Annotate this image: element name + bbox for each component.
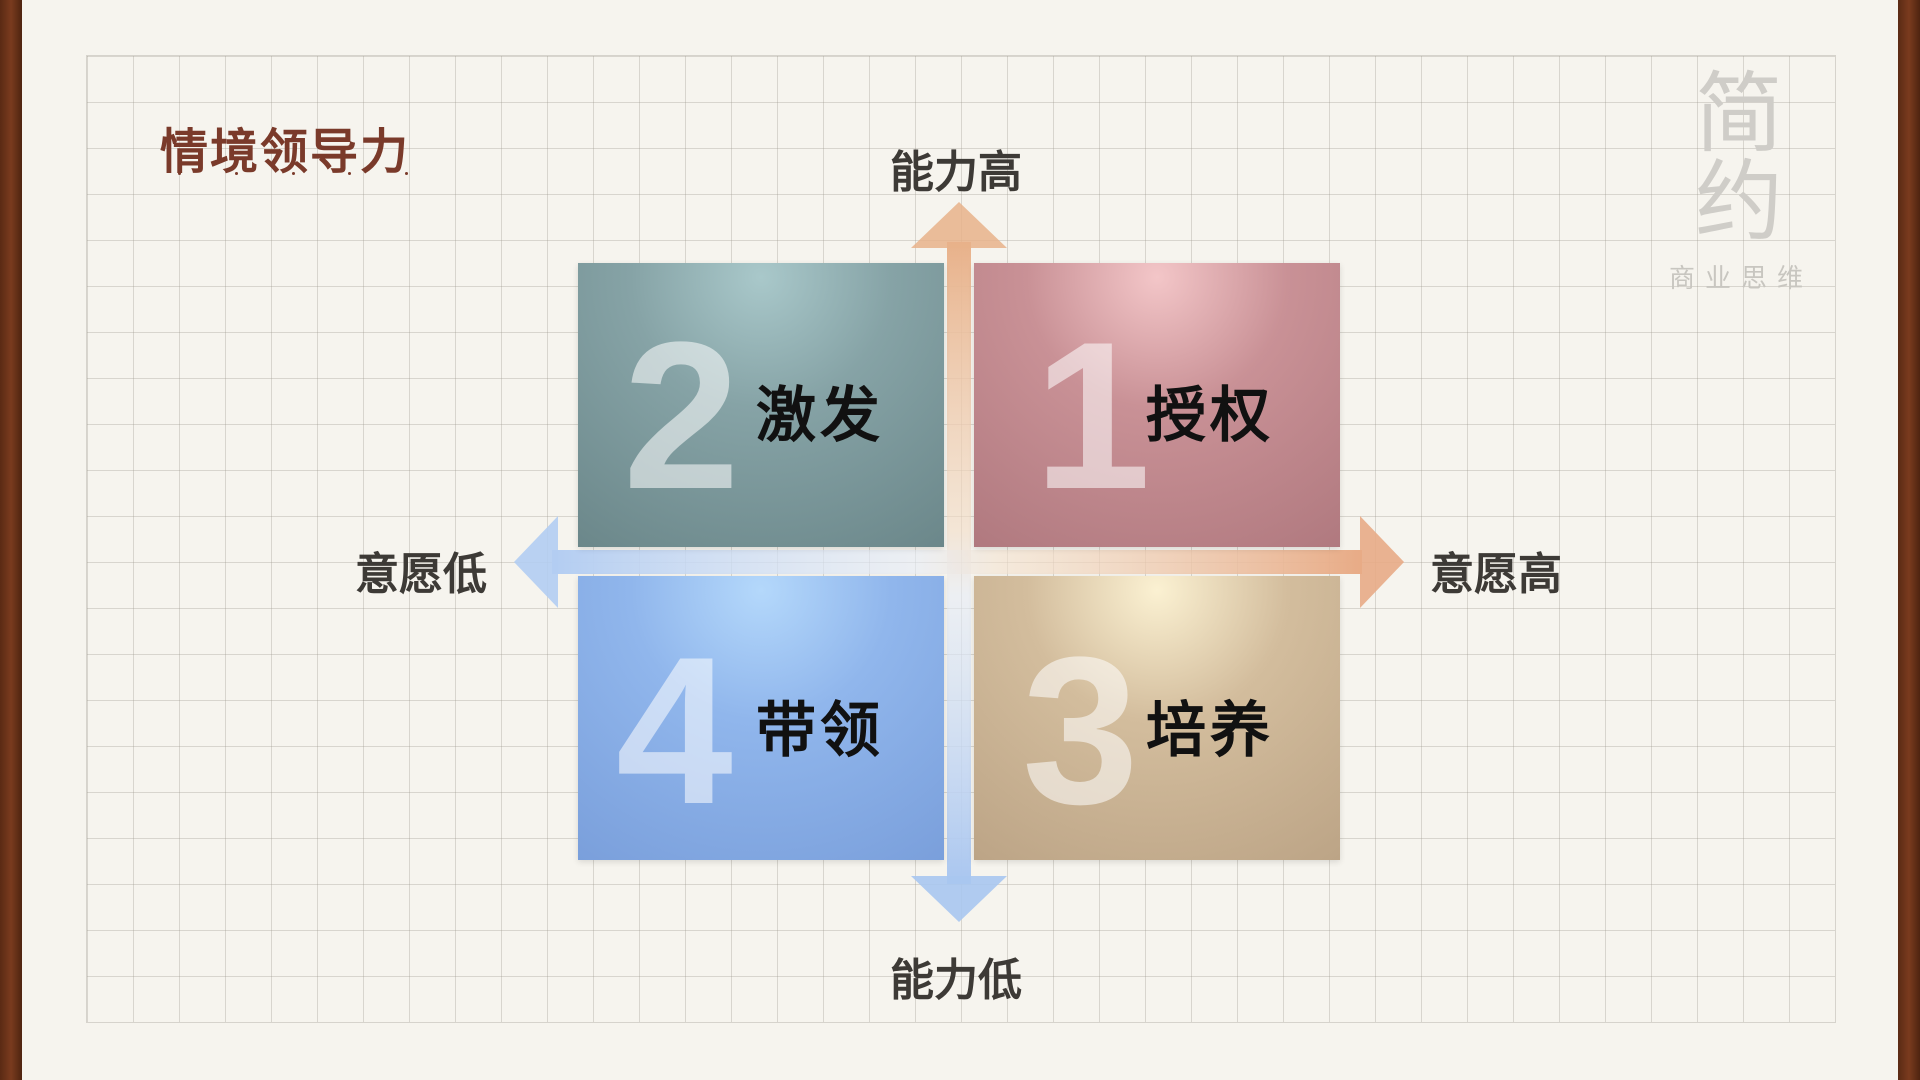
wood-frame-left — [0, 0, 22, 1080]
quadrant-number: 1 — [1034, 298, 1151, 533]
quadrant-label: 激发 — [756, 381, 884, 451]
quadrant-label: 授权 — [1146, 381, 1274, 451]
logo-sub-text: 商业思维 — [1668, 264, 1813, 294]
axis-label-left: 意愿低 — [355, 549, 487, 600]
quadrant-number: 2 — [623, 298, 740, 533]
title-dot — [291, 172, 295, 175]
title-dots — [178, 172, 408, 175]
quadrant-1: 1 授权 — [974, 263, 1340, 547]
title-dot — [178, 172, 181, 175]
quadrant-number: 4 — [616, 613, 733, 848]
axis-label-right: 意愿高 — [1430, 549, 1562, 600]
title-dot — [405, 172, 408, 175]
quadrant-3: 3 培养 — [974, 576, 1340, 860]
quadrant-label: 培养 — [1146, 696, 1274, 766]
quadrant-2: 2 激发 — [578, 263, 944, 547]
grid-background — [86, 55, 1836, 1023]
title-dot — [348, 172, 352, 175]
logo: 简约 商业思维 — [1656, 70, 1826, 295]
logo-main-text: 简约 — [1694, 62, 1787, 253]
title-dot — [234, 172, 238, 175]
axis-label-top: 能力高 — [890, 147, 1022, 198]
axis-label-bottom: 能力低 — [890, 955, 1022, 1006]
quadrant-4: 4 带领 — [578, 576, 944, 860]
page-title: 情境领导力 — [160, 124, 411, 180]
quadrant-label: 带领 — [756, 696, 884, 766]
wood-frame-right — [1898, 0, 1920, 1080]
quadrant-number: 3 — [1022, 613, 1139, 848]
